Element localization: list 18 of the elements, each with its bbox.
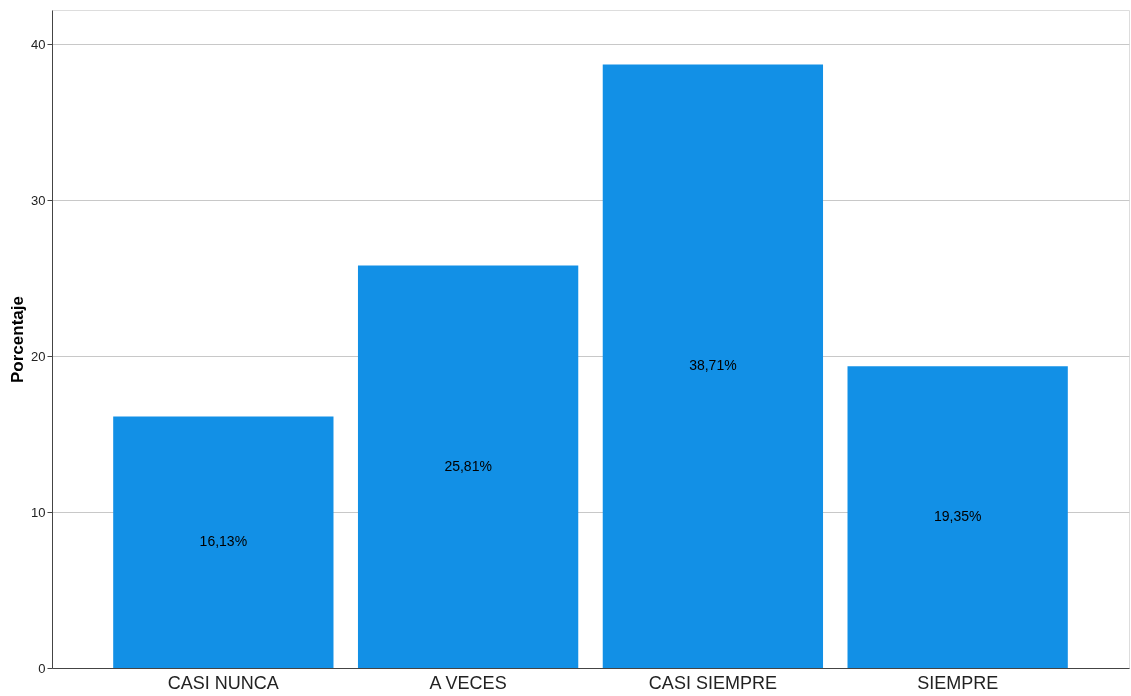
x-tick-label: CASI NUNCA [167,672,279,693]
bar [357,265,579,668]
data-label: 38,71% [689,357,737,374]
y-tick-label: 20 [31,348,46,364]
data-label: 16,13% [199,533,248,550]
y-tick-label: 10 [31,504,46,520]
y-axis-title: Porcentaje [8,296,28,383]
bar [113,416,334,668]
bar [602,64,824,668]
y-tick-label: 40 [31,36,46,52]
y-tick-label: 0 [38,660,46,676]
data-label: 25,81% [444,457,492,474]
x-tick-label: SIEMPRE [917,672,999,693]
x-tick-label: CASI SIEMPRE [648,672,777,693]
y-tick-label: 30 [31,192,46,208]
bar [847,366,1068,668]
data-label: 19,35% [933,508,982,525]
x-tick-label: A VECES [429,672,507,693]
